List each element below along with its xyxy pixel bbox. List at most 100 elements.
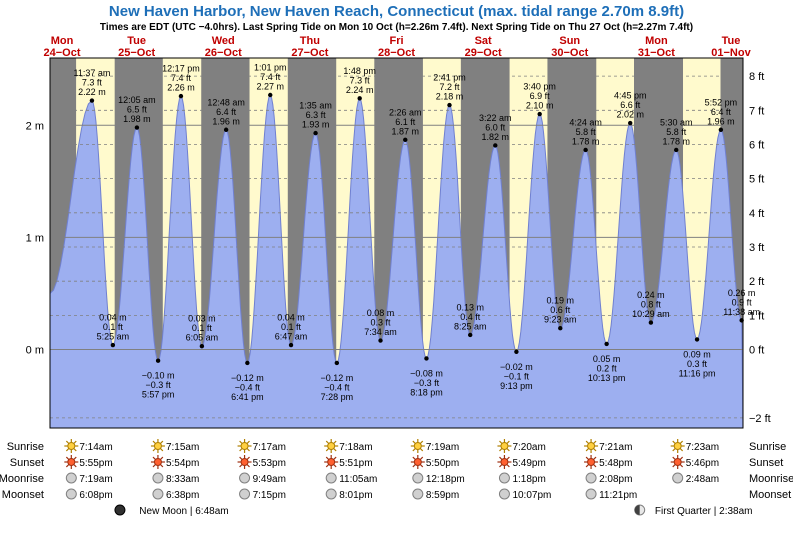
tide-anno: 0.19 m <box>547 296 575 306</box>
tide-anno: 11:37 am <box>74 68 111 78</box>
sun-icon <box>411 439 425 453</box>
tide-anno: 1:01 pm <box>254 63 287 73</box>
tide-point <box>179 94 183 98</box>
tide-point <box>514 350 518 354</box>
tide-anno: 0.1 ft <box>192 323 213 333</box>
tide-anno: 6.5 ft <box>127 105 148 115</box>
tide-anno: −0.12 m <box>320 373 353 383</box>
tide-anno: 5:25 am <box>97 332 130 342</box>
tide-anno: 5.8 ft <box>576 127 597 137</box>
sun-icon <box>64 439 78 453</box>
date-date: 30−Oct <box>551 47 588 59</box>
footer-time: 8:59pm <box>426 490 459 501</box>
date-dow: Mon <box>645 35 668 47</box>
footer-time: 8:33am <box>166 474 199 485</box>
tide-anno: 8:25 am <box>454 321 487 331</box>
tide-anno: 12:48 am <box>207 97 245 107</box>
tide-anno: 2.18 m <box>436 92 464 102</box>
moon-icon <box>499 489 509 499</box>
tide-anno: 9:23 am <box>544 315 577 325</box>
footer-time: 7:21am <box>599 442 632 453</box>
footer-time: 10:07pm <box>512 490 551 501</box>
footer-time: 8:01pm <box>339 490 372 501</box>
tide-point <box>335 361 339 365</box>
footer-time: 7:14am <box>79 442 112 453</box>
chart-subtitle: Times are EDT (UTC −4.0hrs). Last Spring… <box>100 22 693 33</box>
sun-icon <box>64 455 78 469</box>
tide-anno: 6.0 ft <box>485 122 506 132</box>
tide-anno: 5:30 am <box>660 117 693 127</box>
footer-time: 5:49pm <box>512 458 545 469</box>
sun-icon <box>238 455 252 469</box>
tide-point <box>378 338 382 342</box>
tide-anno: 7.3 ft <box>82 78 103 88</box>
y-tick-ft: −2 ft <box>749 413 771 425</box>
tide-anno: 0.3 ft <box>687 359 708 369</box>
tide-point <box>156 359 160 363</box>
tide-anno: −0.4 ft <box>324 382 350 392</box>
tide-anno: 7.3 ft <box>350 75 371 85</box>
tide-anno: 7.4 ft <box>171 73 192 83</box>
tide-anno: 0.05 m <box>593 354 621 364</box>
tide-anno: 10:13 pm <box>588 373 626 383</box>
tide-point <box>468 333 472 337</box>
sun-icon <box>584 455 598 469</box>
tide-point <box>695 337 699 341</box>
footer-time: 7:23am <box>686 442 719 453</box>
footer-time: 5:46pm <box>686 458 719 469</box>
footer-row-label: Moonset <box>749 489 791 501</box>
tide-anno: 2.24 m <box>346 85 374 95</box>
tide-anno: 1.96 m <box>707 116 735 126</box>
tide-anno: 8:18 pm <box>410 387 443 397</box>
tide-anno: 0.09 m <box>683 349 711 359</box>
footer-time: 11:21pm <box>599 490 637 501</box>
tide-anno: 6:41 pm <box>231 392 264 402</box>
tide-anno: 0.03 m <box>188 314 216 324</box>
moon-icon <box>499 473 509 483</box>
date-date: 29−Oct <box>465 47 502 59</box>
moon-icon <box>673 473 683 483</box>
date-dow: Thu <box>300 35 320 47</box>
tide-anno: 12:05 am <box>118 95 156 105</box>
sun-icon <box>497 455 511 469</box>
tide-anno: 0.2 ft <box>597 363 618 373</box>
sun-icon <box>584 439 598 453</box>
footer-time: 7:15am <box>166 442 199 453</box>
footer-time: 5:53pm <box>253 458 286 469</box>
tide-anno: 6.4 ft <box>216 107 237 117</box>
tide-anno: 3:22 am <box>479 113 512 123</box>
tide-anno: 6.6 ft <box>620 100 641 110</box>
tide-anno: 2:26 am <box>389 107 422 117</box>
tide-anno: 5.8 ft <box>666 127 687 137</box>
tide-anno: 1.93 m <box>302 120 330 130</box>
y-tick-ft: 7 ft <box>749 105 764 117</box>
sun-icon <box>671 455 685 469</box>
tide-anno: 1.78 m <box>572 136 600 146</box>
footer-time: 5:54pm <box>166 458 199 469</box>
tide-point <box>245 361 249 365</box>
footer-time: 5:55pm <box>79 458 112 469</box>
moon-phase <box>115 505 125 515</box>
tide-anno: 0.4 ft <box>460 312 481 322</box>
y-tick-ft: 5 ft <box>749 174 764 186</box>
footer-row-label: Sunset <box>749 457 783 469</box>
tide-anno: 7:28 pm <box>321 392 354 402</box>
tide-anno: 2.26 m <box>167 83 195 93</box>
footer-row-label: Moonrise <box>749 473 793 485</box>
tide-anno: 9:13 pm <box>500 381 533 391</box>
footer-time: 7:19am <box>79 474 112 485</box>
tide-anno: 0.6 ft <box>550 305 571 315</box>
tide-anno: 0.04 m <box>277 313 305 323</box>
tide-anno: 12:17 pm <box>162 64 200 74</box>
footer-time: 6:08pm <box>79 490 112 501</box>
date-date: 31−Oct <box>638 47 675 59</box>
moon-icon <box>413 489 423 499</box>
tide-point <box>604 342 608 346</box>
chart-svg: New Haven Harbor, New Haven Reach, Conne… <box>0 0 793 539</box>
footer-row-label: Moonrise <box>0 473 44 485</box>
date-date: 28−Oct <box>378 47 415 59</box>
footer-time: 5:50pm <box>426 458 459 469</box>
tide-anno: 7:34 am <box>364 327 397 337</box>
date-dow: Sun <box>559 35 580 47</box>
tide-anno: 0.1 ft <box>103 322 124 332</box>
